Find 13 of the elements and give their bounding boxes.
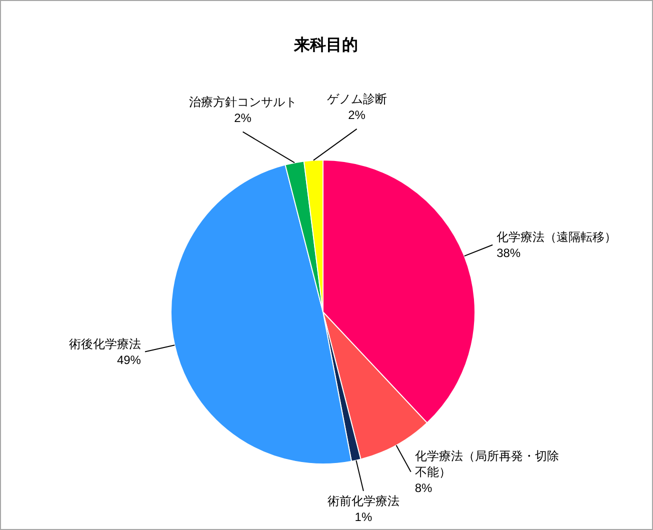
data-label: 2% <box>234 110 252 125</box>
slice-label: 術後化学療法 <box>68 336 141 351</box>
slice-label: 化学療法（局所再発・切除不能） <box>414 448 559 479</box>
slice-label: ゲノム診断 <box>326 92 387 106</box>
slice-label: 治療方針コンサルト <box>188 94 297 109</box>
data-label: 2% <box>348 108 366 122</box>
data-label: 38% <box>496 246 521 260</box>
slice-label: 術前化学療法 <box>327 494 400 508</box>
data-label: 49% <box>116 352 142 367</box>
slice-label: 化学療法（遠隔転移） <box>496 230 617 244</box>
data-label: 1% <box>354 510 372 524</box>
chart-title: 来科目的 <box>293 36 358 54</box>
data-label: 8% <box>414 480 433 495</box>
